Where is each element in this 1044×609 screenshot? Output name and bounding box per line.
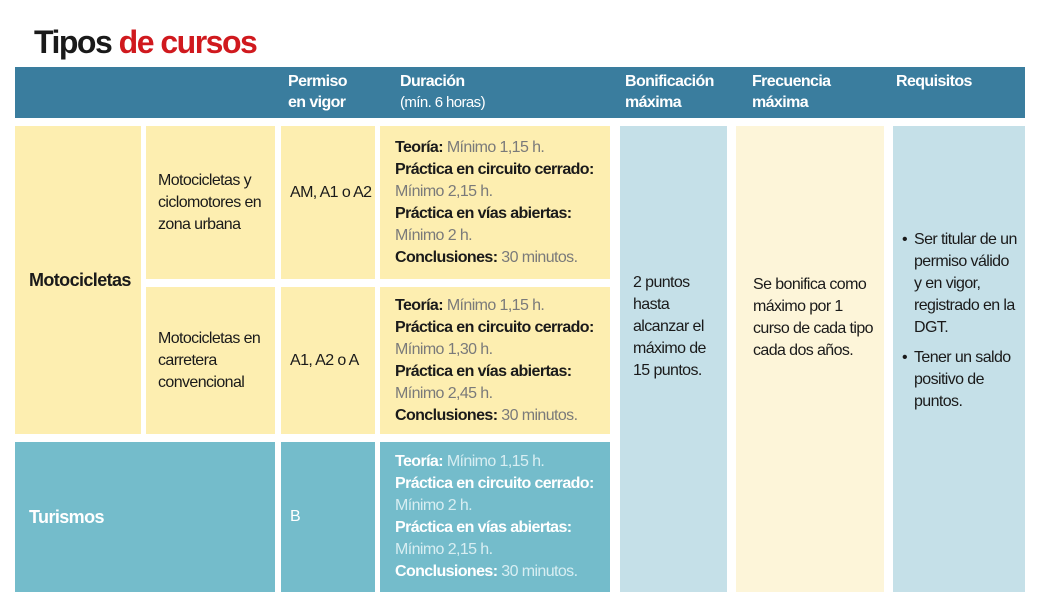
row-permiso: A1, A2 o A xyxy=(281,287,375,434)
header-permiso: Permiso en vigor xyxy=(288,73,348,111)
header-duracion: Duración (mín. 6 horas) xyxy=(400,73,486,111)
list-item: Ser titular de un permiso válido y en vi… xyxy=(902,229,1019,339)
row-type: Motocicletas y ciclomotores en zona urba… xyxy=(146,126,275,279)
group-turismos: Turismos xyxy=(15,442,275,592)
header-requisitos: Requisitos xyxy=(896,73,972,90)
row-duracion: Teoría: Mínimo 1,15 h. Práctica en circu… xyxy=(380,442,610,592)
row-duracion: Teoría: Mínimo 1,15 h. Práctica en circu… xyxy=(380,287,610,434)
table-header xyxy=(15,67,1025,118)
list-item: Tener un saldo positivo de puntos. xyxy=(902,347,1019,413)
page-title: Tipos de cursos xyxy=(34,24,258,60)
requisitos-cell: Ser titular de un permiso válido y en vi… xyxy=(893,126,1025,592)
header-frecuencia: Frecuencia máxima xyxy=(752,73,831,111)
frecuencia-cell: Se bonifica como máximo por 1 curso de c… xyxy=(736,126,884,592)
row-permiso: AM, A1 o A2 xyxy=(281,126,375,279)
bonificacion-cell: 2 puntos hasta alcanzar el máximo de 15 … xyxy=(620,126,727,592)
row-duracion: Teoría: Mínimo 1,15 h. Práctica en circu… xyxy=(380,126,610,279)
group-motocicletas: Motocicletas xyxy=(15,126,141,434)
requisitos-list: Ser titular de un permiso válido y en vi… xyxy=(902,229,1019,413)
header-bonificacion: Bonificación máxima xyxy=(625,73,714,111)
row-permiso: B xyxy=(281,442,375,592)
row-type: Motocicletas en carretera convencional xyxy=(146,287,275,434)
